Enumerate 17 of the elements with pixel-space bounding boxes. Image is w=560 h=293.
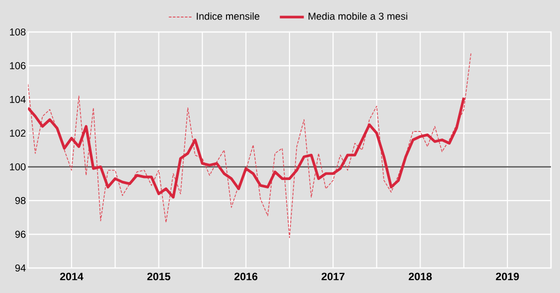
x-tick-label: 2016 bbox=[234, 272, 258, 280]
y-tick-label: 96 bbox=[15, 230, 26, 238]
y-tick-label: 98 bbox=[15, 197, 26, 204]
x-tick-label: 2014 bbox=[60, 272, 84, 280]
x-tick-label: 2018 bbox=[408, 272, 432, 280]
x-tick-label: 2019 bbox=[496, 272, 519, 280]
legend-label: Indice mensile bbox=[196, 12, 260, 20]
y-tick-label: 104 bbox=[10, 96, 26, 103]
legend-label: Media mobile a 3 mesi bbox=[308, 12, 408, 20]
line-series bbox=[28, 96, 466, 199]
y-tick-label: 94 bbox=[15, 264, 26, 272]
y-tick-label: 100 bbox=[10, 163, 26, 170]
y-tick-label: 106 bbox=[10, 62, 26, 70]
x-tick-label: 2015 bbox=[147, 272, 170, 280]
y-tick-label: 108 bbox=[10, 28, 26, 36]
y-tick-label: 102 bbox=[10, 130, 26, 137]
x-tick-label: 2017 bbox=[322, 272, 344, 280]
